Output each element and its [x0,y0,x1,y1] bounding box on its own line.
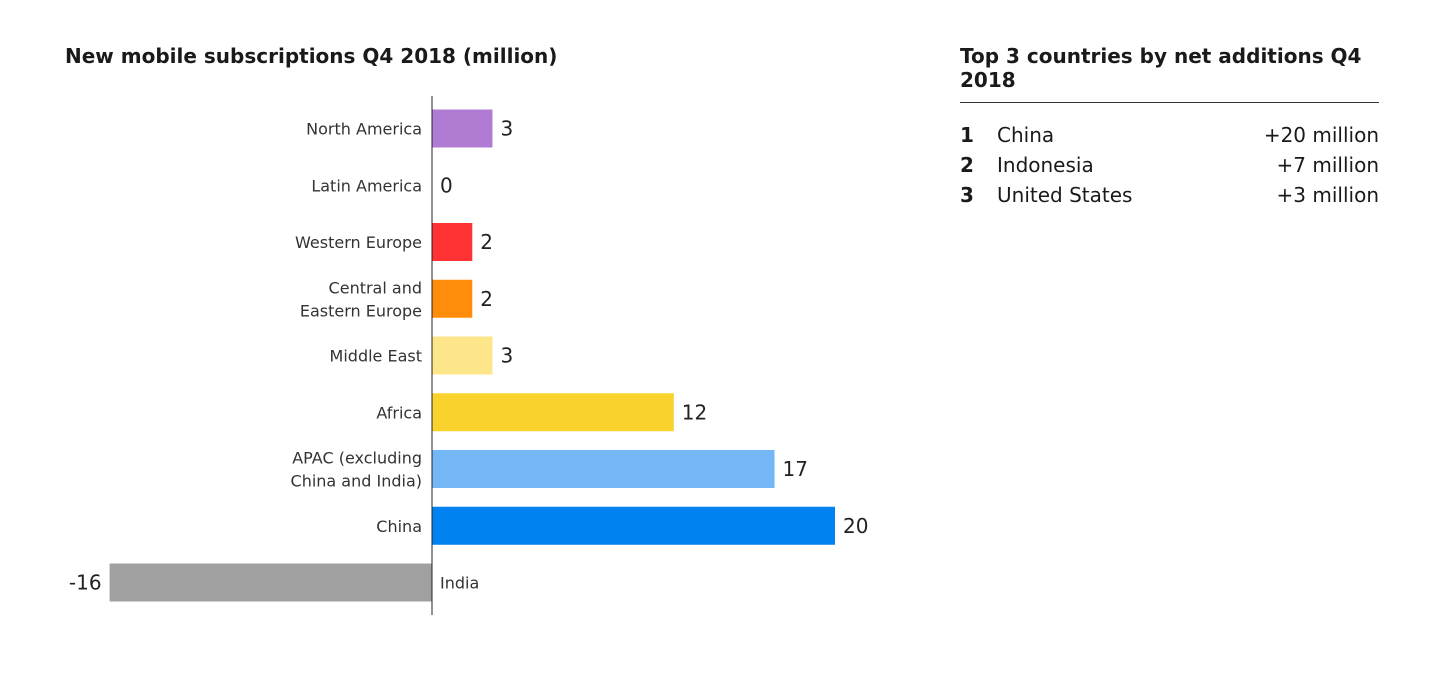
category-label: India [440,574,479,593]
category-label: Latin America [311,176,422,195]
value-label: 2 [480,287,493,311]
bar [432,506,835,545]
value-label: 17 [783,457,808,481]
rank-number: 3 [960,183,974,207]
ranking-list: 1 China +20 million 2 Indonesia +7 milli… [960,123,1379,207]
chart-title: New mobile subscriptions Q4 2018 (millio… [65,44,558,68]
ranking-row: 2 Indonesia +7 million [960,153,1379,177]
value-label: 2 [480,230,493,254]
rank-number: 1 [960,123,974,147]
value-label: 3 [500,344,513,368]
value-label: 12 [682,400,707,424]
category-label: APAC (excluding China and India) [291,449,422,491]
top-countries-panel: Top 3 countries by net additions Q4 2018… [960,44,1379,207]
value-label: 3 [500,117,513,141]
category-label: Africa [376,403,422,422]
category-label: Western Europe [295,233,422,252]
category-label: North America [306,120,422,139]
value-label: -16 [69,571,102,595]
category-label: Central and Eastern Europe [300,278,422,320]
bar [432,336,493,375]
country-name: China [997,123,1055,147]
country-value: +7 million [1276,153,1379,177]
country-value: +20 million [1263,123,1379,147]
value-label: 20 [843,514,868,538]
panel-title: Top 3 countries by net additions Q4 2018 [960,44,1379,103]
category-label: China [376,517,422,536]
bar [432,223,473,261]
bar-chart: North America 3 Latin America 0 Western Euro… [69,96,868,615]
country-value: +3 million [1276,183,1379,207]
country-name: United States [997,183,1133,207]
value-label: 0 [440,173,453,197]
category-label: Middle East [330,347,422,366]
bar [432,109,493,148]
country-name: Indonesia [997,153,1094,177]
rank-number: 2 [960,153,974,177]
bar [432,279,473,318]
bar [109,563,432,602]
bar [432,393,674,432]
bar [432,450,775,488]
ranking-row: 3 United States +3 million [960,183,1379,207]
ranking-row: 1 China +20 million [960,123,1379,147]
